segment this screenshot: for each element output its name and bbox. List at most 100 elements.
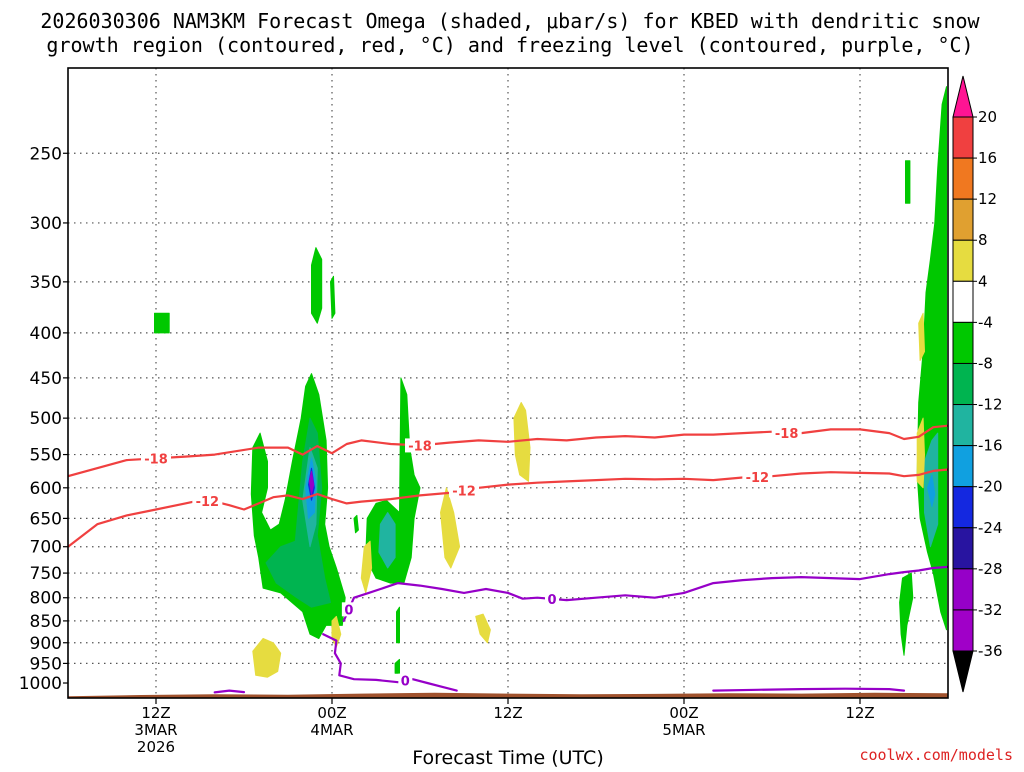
omega-region-downward-a <box>440 487 461 569</box>
gridlines <box>68 68 948 698</box>
x-tick-label-6-1: 3MAR <box>134 721 177 739</box>
colorbar-label-13: -36 <box>978 642 1003 660</box>
x-tick-label-18-1: 4MAR <box>310 721 353 739</box>
y-tick-label-300: 300 <box>30 214 62 234</box>
omega-region-upward-right-blue <box>927 474 936 507</box>
x-tick-label-6-0: 12Z <box>141 704 170 722</box>
chart-title-line-2: growth region (contoured, red, °C) and f… <box>46 33 973 57</box>
colorbar-band-6 <box>952 362 974 406</box>
y-tick-label-500: 500 <box>30 409 62 429</box>
contour-label-freezing-level-0-label-b: 0 <box>547 593 556 608</box>
colorbar-band-4 <box>952 280 974 323</box>
colorbar-label-0: 20 <box>978 108 997 126</box>
x-tick-label-42-1: 5MAR <box>662 721 705 739</box>
omega-region-upward-upper-3mar <box>311 247 323 324</box>
contour-label-isotherm-minus-18-label-b: -18 <box>408 439 432 454</box>
y-tick-label-950: 950 <box>30 654 62 674</box>
omega-region-upward-core-purple <box>308 471 315 495</box>
y-tick-label-700: 700 <box>30 538 62 558</box>
contour-label-isotherm-minus-18: -18 <box>144 452 168 467</box>
omega-region-downward-c <box>360 540 373 594</box>
x-tick-label-30-0: 12Z <box>493 704 522 722</box>
x-tick-label-42-0: 00Z <box>669 704 698 722</box>
contours: -18 -18 -18 -12 -12 -12 0 0 0 <box>68 424 948 694</box>
omega-region-upward-upper-small <box>330 275 336 319</box>
omega-region-upward-low-4mar-b <box>394 658 400 674</box>
colorbar-top-triangle <box>952 75 974 118</box>
contour-label-bg-freezing-level-0 <box>341 602 356 617</box>
y-tick-label-400: 400 <box>30 324 62 344</box>
y-tick-label-850: 850 <box>30 612 62 632</box>
y-tick-label-650: 650 <box>30 509 62 529</box>
contour-isotherm-minus-18 <box>68 424 948 478</box>
colorbar-label-8: -16 <box>978 437 1003 455</box>
plot-area: -18 -18 -18 -12 -12 -12 0 0 0 250 300 350 400 450 500 5… <box>19 67 949 756</box>
omega-region-downward-g <box>918 312 925 361</box>
contour-label-isotherm-minus-12-label-b: -12 <box>452 484 476 499</box>
y-tick-label-450: 450 <box>30 369 62 389</box>
contour-label-freezing-level-low: 0 <box>401 675 410 690</box>
contour-label-bg-isotherm-minus-18-label-c <box>771 426 802 441</box>
colorbar-band-10 <box>952 527 974 570</box>
omega-region-downward-e <box>252 638 282 678</box>
contour-label-isotherm-minus-18-label-c: -18 <box>775 427 799 442</box>
x-tick-label-54-0: 12Z <box>845 704 874 722</box>
contour-label-bg-isotherm-minus-18 <box>141 451 171 466</box>
colorbar-band-5 <box>952 321 974 364</box>
colorbar-bottom-triangle <box>952 650 974 693</box>
contour-label-freezing-level-0: 0 <box>344 603 353 618</box>
contour-label-bg-isotherm-minus-18-label-b <box>405 438 435 453</box>
colorbar-label-11: -28 <box>978 560 1003 578</box>
colorbar-band-12 <box>952 609 974 652</box>
colorbar: 20 16 12 8 4 -4 -8 -12 -16 -20 -24 -28 -32 -36 <box>952 75 1003 693</box>
colorbar-label-5: -4 <box>978 313 993 331</box>
omega-region-downward-d <box>475 613 491 644</box>
x-axis-label: Forecast Time (UTC) <box>412 747 603 768</box>
colorbar-band-7 <box>952 404 974 447</box>
y-tick-label-900: 900 <box>30 634 62 654</box>
colorbar-label-1: 16 <box>978 149 997 167</box>
y-tick-label-350: 350 <box>30 273 62 293</box>
colorbar-band-2 <box>952 198 974 241</box>
colorbar-label-9: -20 <box>978 478 1003 496</box>
omega-region-upward-right-top <box>905 160 911 204</box>
contour-freezing-level-bottom-left <box>213 689 246 694</box>
y-tick-label-550: 550 <box>30 446 62 466</box>
colorbar-label-3: 8 <box>978 231 988 249</box>
contour-label-isotherm-minus-12: -12 <box>196 495 220 510</box>
omega-region-upward-mid-small <box>353 514 359 534</box>
colorbar-band-8 <box>952 445 974 488</box>
y-axis-ticks: 2503003504004505005506006507007508008509… <box>19 144 68 694</box>
colorbar-band-1 <box>952 157 974 200</box>
omega-region-upward-right-low <box>899 572 914 656</box>
y-tick-label-800: 800 <box>30 589 62 609</box>
colorbar-label-10: -24 <box>978 519 1003 537</box>
contour-label-bg-freezing-level-0-label-b <box>545 591 559 606</box>
omega-region-upward-mid-core <box>378 512 396 569</box>
x-tick-label-18-0: 00Z <box>317 704 346 722</box>
colorbar-label-4: 4 <box>978 272 988 290</box>
contour-freezing-level-0 <box>342 565 948 622</box>
contour-freezing-level-bottom <box>712 687 906 692</box>
colorbar-band-9 <box>952 486 974 529</box>
contour-label-bg-freezing-level-low <box>398 673 413 688</box>
terrain-fill <box>68 692 948 698</box>
y-tick-label-600: 600 <box>30 479 62 499</box>
colorbar-label-7: -12 <box>978 396 1003 414</box>
colorbar-label-6: -8 <box>978 354 993 372</box>
chart-title-line-1: 2026030306 NAM3KM Forecast Omega (shaded… <box>40 9 980 33</box>
x-tick-label-6-2: 2026 <box>137 738 175 756</box>
y-tick-label-1000: 1000 <box>19 674 62 694</box>
colorbar-band-3 <box>952 239 974 282</box>
colorbar-label-2: 12 <box>978 190 997 208</box>
colorbar-band-11 <box>952 568 974 611</box>
colorbar-band-0 <box>952 116 974 159</box>
contour-freezing-level-low <box>322 633 458 692</box>
omega-region-upward-400-3mar <box>154 312 170 334</box>
y-tick-label-750: 750 <box>30 564 62 584</box>
y-tick-label-250: 250 <box>30 144 62 164</box>
omega-region-upward-mid-4mar <box>365 377 421 584</box>
